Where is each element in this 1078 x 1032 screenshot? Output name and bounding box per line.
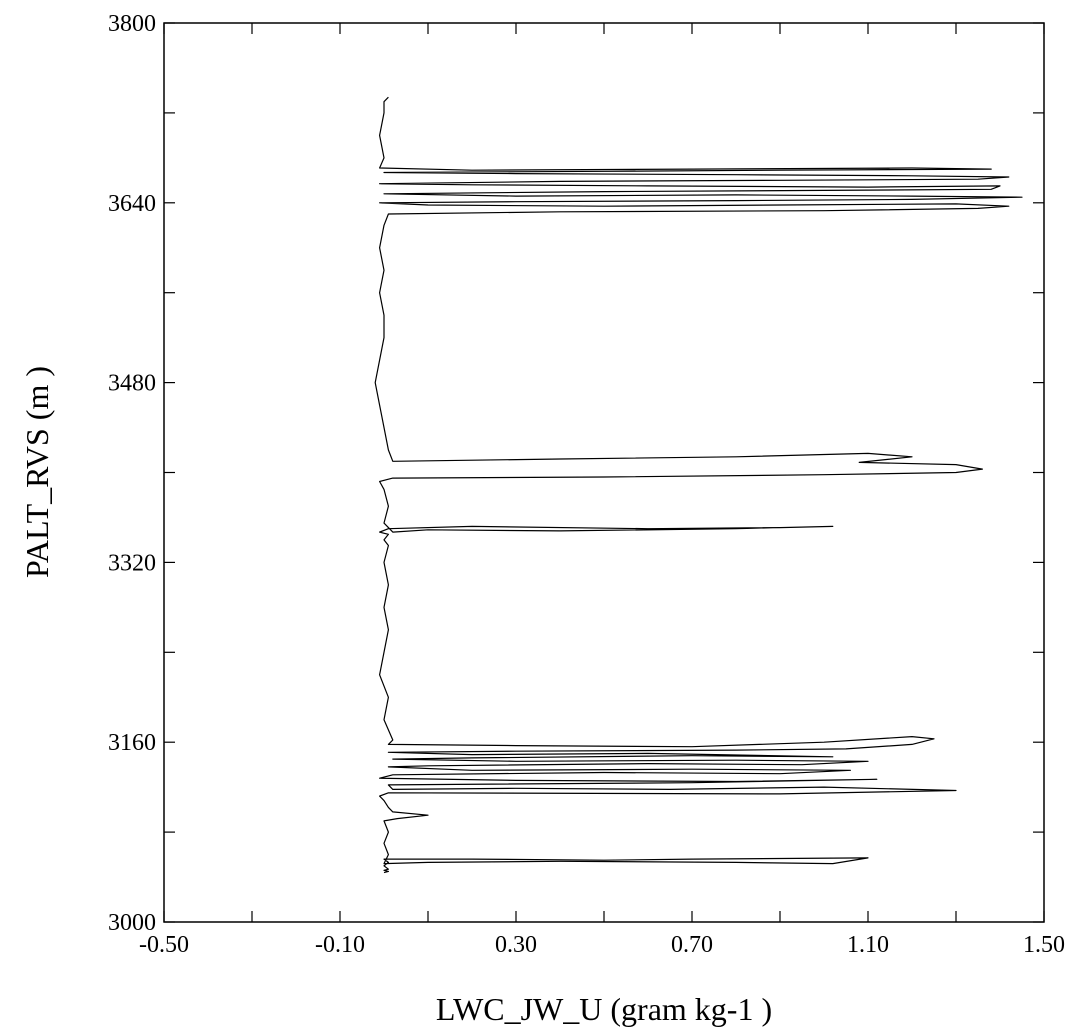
y-axis-ticks <box>164 22 1044 923</box>
y-tick-label-2: 3320 <box>108 550 156 576</box>
y-tick-label-5: 3800 <box>108 11 156 37</box>
series-layer <box>374 96 1023 874</box>
x-tick-label-0: -0.50 <box>139 932 189 958</box>
x-tick-label-4: 1.10 <box>847 932 889 958</box>
y-axis-title: PALT_RVS (m ) <box>19 366 55 578</box>
x-axis-ticks <box>163 23 1045 922</box>
y-tick-label-1: 3160 <box>108 730 156 756</box>
x-axis-tick-labels: -0.50 -0.10 0.30 0.70 1.10 1.50 <box>139 932 1065 958</box>
y-tick-label-3: 3480 <box>108 371 156 397</box>
y-tick-label-4: 3640 <box>108 191 156 217</box>
y-axis-tick-labels: 3000 3160 3320 3480 3640 3800 <box>108 11 156 936</box>
plot-frame <box>163 22 1045 923</box>
x-axis-title: LWC_JW_U (gram kg-1 ) <box>436 991 772 1027</box>
x-tick-label-1: -0.10 <box>315 932 365 958</box>
x-tick-label-3: 0.70 <box>671 932 713 958</box>
x-tick-label-5: 1.50 <box>1023 932 1065 958</box>
x-tick-label-2: 0.30 <box>495 932 537 958</box>
y-tick-label-0: 3000 <box>108 910 156 936</box>
series-line-0 <box>374 96 1023 874</box>
